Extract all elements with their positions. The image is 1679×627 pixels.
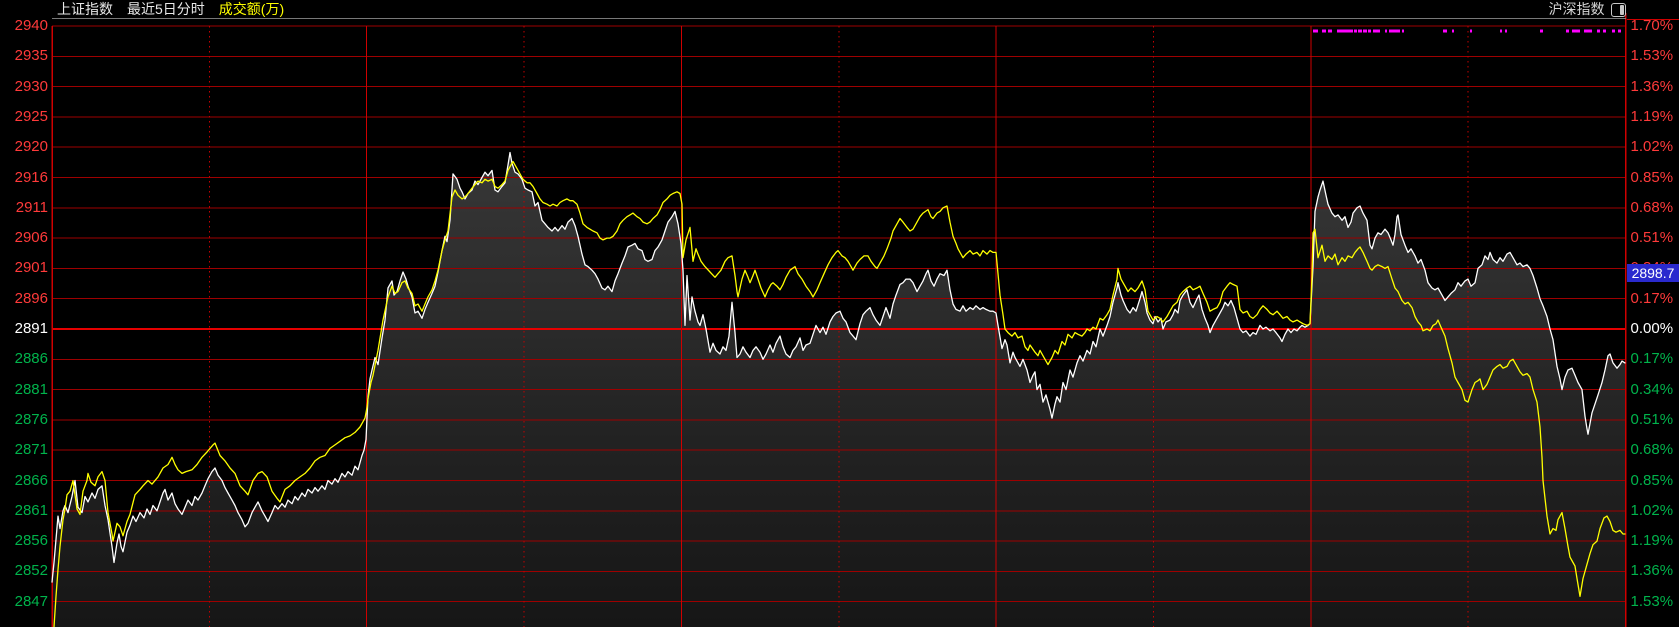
price-axis-label: 2852 [14, 562, 48, 580]
price-axis-label: 2876 [14, 410, 48, 428]
percent-axis-label: 0.00% [1630, 320, 1674, 337]
percent-axis-label: 0.85% [1630, 168, 1674, 186]
price-axis-label: 2916 [14, 168, 48, 186]
percent-axis-label: 0.51% [1630, 229, 1674, 247]
percent-axis-label: 1.53% [1630, 47, 1674, 65]
percent-axis-label: 1.02% [1630, 501, 1674, 519]
price-axis-label: 2847 [14, 592, 48, 610]
axis-column-topline [1626, 19, 1679, 20]
price-axis-label: 2901 [14, 259, 48, 277]
price-axis-label: 2896 [14, 289, 48, 307]
timeframe-label: 最近5日分时 [127, 1, 205, 17]
secondary-yellow-line [53, 160, 1626, 627]
percent-axis-label: 0.51% [1630, 410, 1674, 428]
price-axis-label: 2861 [14, 501, 48, 519]
percent-axis-label: 1.19% [1630, 532, 1674, 550]
percent-axis-label: 0.34% [1630, 380, 1674, 398]
percent-axis-label: 1.53% [1630, 592, 1674, 610]
price-axis-label: 2881 [14, 380, 48, 398]
price-axis-label: 2940 [14, 17, 48, 34]
percent-axis-label: 0.17% [1630, 289, 1674, 307]
percent-axis-label: 0.68% [1630, 441, 1674, 459]
percent-axis-label: 0.85% [1630, 471, 1674, 489]
index-name-label: 上证指数 [57, 1, 113, 17]
percent-axis-label: 1.36% [1630, 562, 1674, 580]
percent-axis-label: 0.17% [1630, 350, 1674, 368]
index-panel-switch-button[interactable]: 沪深指数 [1549, 1, 1626, 18]
percent-axis-label: 0.68% [1630, 198, 1674, 216]
percent-axis-label: 1.36% [1630, 77, 1674, 95]
price-axis-label: 2925 [14, 107, 48, 125]
price-axis-label: 2911 [15, 198, 48, 216]
price-axis-label: 2886 [14, 350, 48, 368]
volume-legend-label: 成交额(万) [218, 1, 285, 17]
chart-header: 上证指数 最近5日分时 成交额(万) [57, 1, 284, 18]
price-axis-label: 2866 [14, 471, 48, 489]
percent-axis-label: 1.02% [1630, 138, 1674, 156]
price-axis-label: 2871 [14, 441, 48, 459]
price-axis-label: 2891 [14, 320, 48, 337]
price-axis-label: 2906 [14, 229, 48, 247]
index-price-line [51, 151, 1626, 583]
current-price-badge: 2898.7 [1627, 264, 1679, 282]
panel-toggle-icon[interactable] [1610, 2, 1626, 17]
price-axis-label: 2856 [14, 532, 48, 550]
price-axis-label: 2930 [14, 77, 48, 95]
header-separator [52, 18, 1626, 19]
price-axis-label: 2935 [14, 47, 48, 65]
price-axis-label: 2920 [14, 138, 48, 156]
percent-axis-label: 1.70% [1630, 17, 1674, 34]
panel-switch-label: 沪深指数 [1548, 1, 1605, 17]
percent-axis-label: 1.19% [1630, 107, 1674, 125]
